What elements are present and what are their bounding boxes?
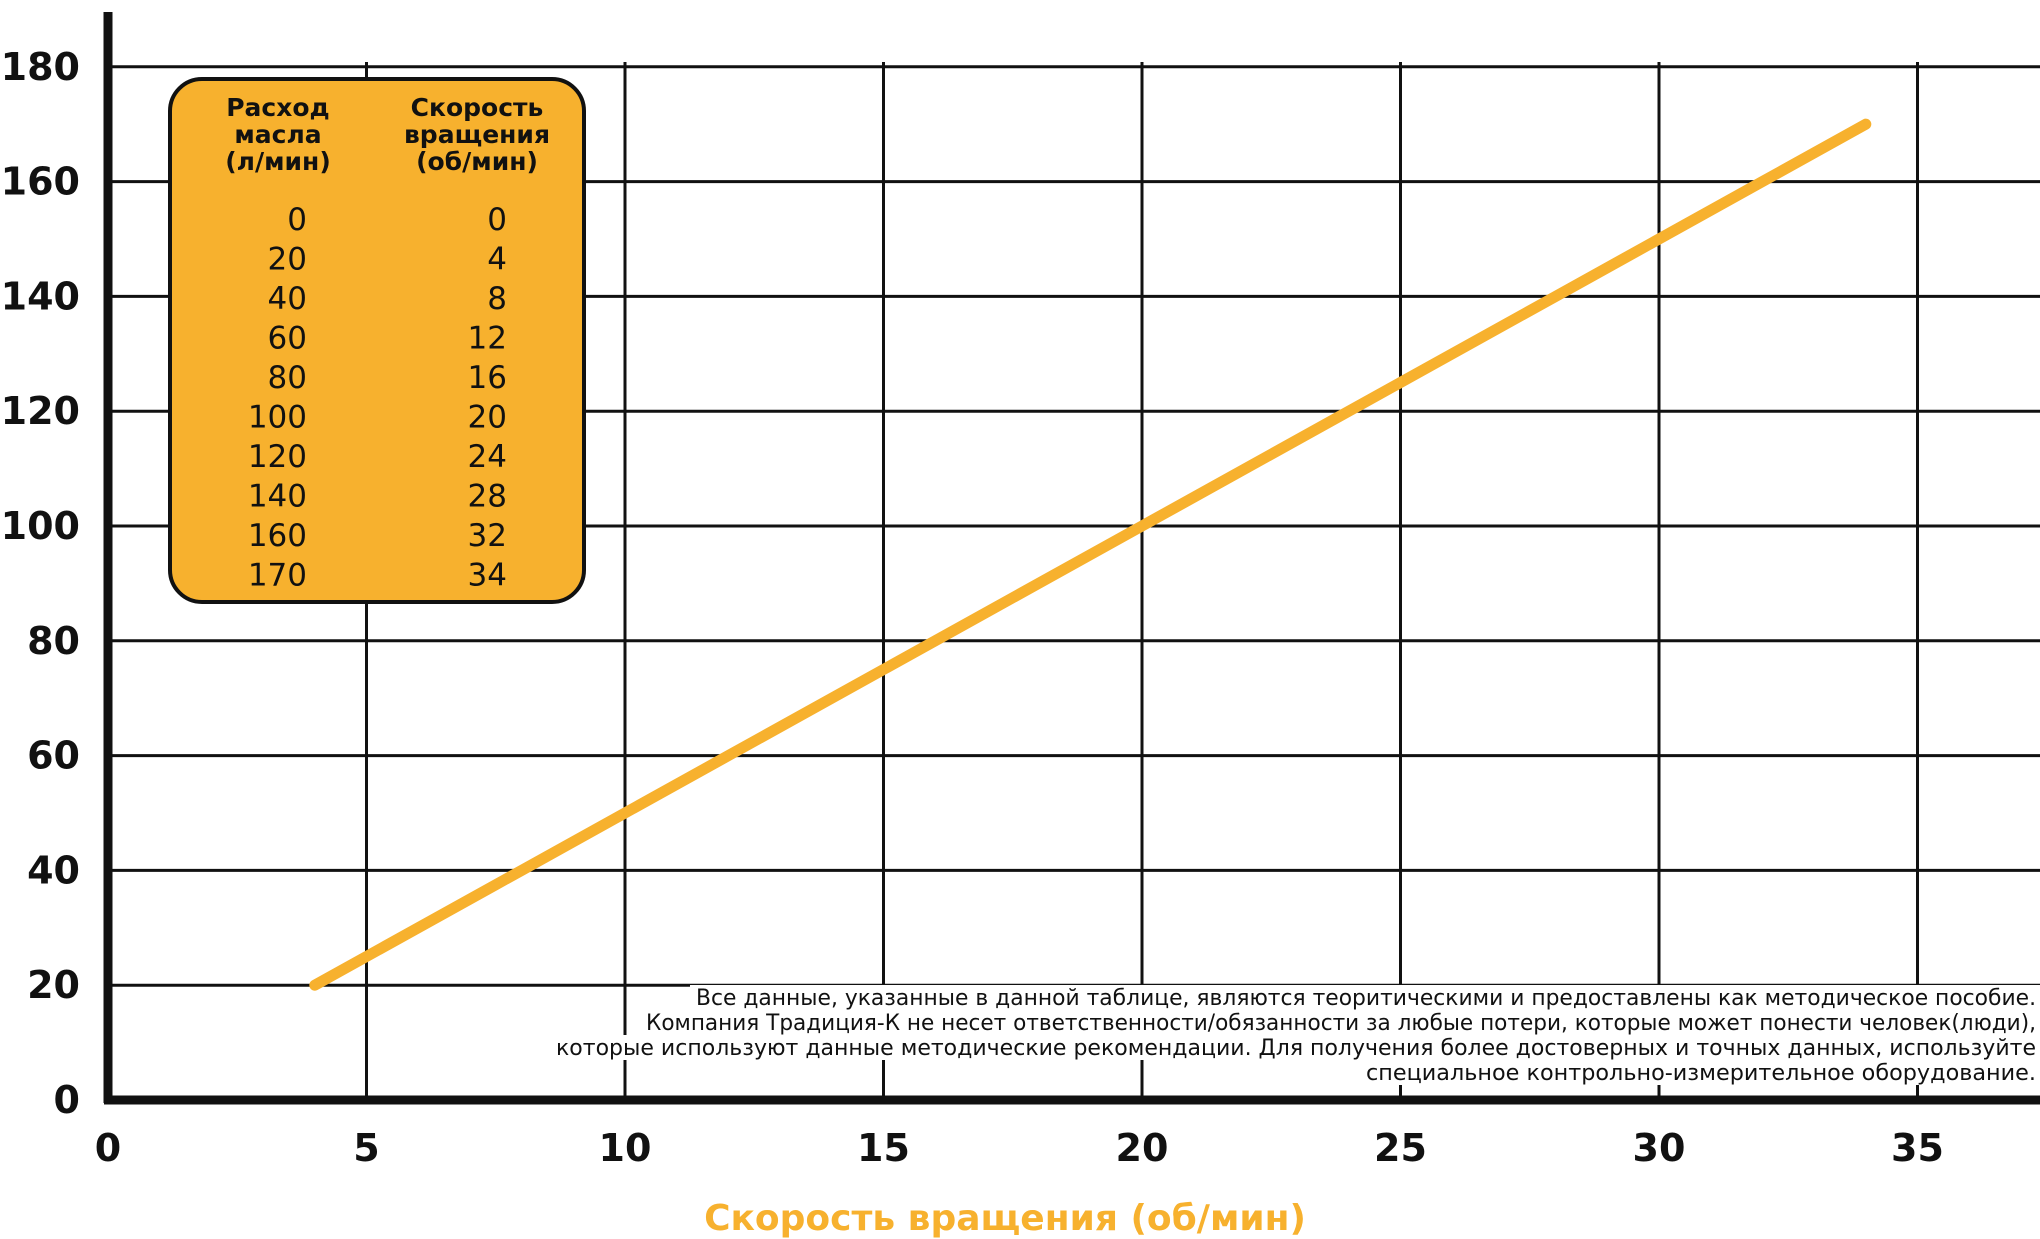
table-header: Скорость bbox=[411, 93, 544, 122]
table-header: (л/мин) bbox=[225, 147, 331, 176]
axes bbox=[103, 12, 2040, 1105]
y-tick-label: 100 bbox=[1, 504, 80, 548]
y-tick-label: 120 bbox=[1, 389, 80, 433]
table-cell: 28 bbox=[468, 479, 507, 515]
x-tick-label: 30 bbox=[1633, 1126, 1686, 1170]
y-tick-labels: 0 20 40 60 80 100 120 140 160 180 bbox=[1, 45, 80, 1122]
y-tick-label: 80 bbox=[27, 619, 80, 663]
x-tick-label: 10 bbox=[599, 1126, 652, 1170]
table-cell: 80 bbox=[268, 360, 307, 396]
x-tick-label: 5 bbox=[353, 1126, 379, 1170]
y-tick-label: 20 bbox=[27, 963, 80, 1007]
table-cell: 40 bbox=[268, 281, 307, 317]
x-tick-label: 35 bbox=[1891, 1126, 1944, 1170]
x-tick-label: 25 bbox=[1374, 1126, 1427, 1170]
table-header: Расход bbox=[226, 93, 330, 122]
y-tick-label: 180 bbox=[1, 45, 80, 89]
x-tick-label: 0 bbox=[95, 1126, 121, 1170]
x-axis-title: Скорость вращения (об/мин) bbox=[704, 1198, 1306, 1239]
y-tick-label: 160 bbox=[1, 160, 80, 204]
y-tick-label: 140 bbox=[1, 274, 80, 318]
y-tick-label: 0 bbox=[54, 1078, 80, 1122]
table-header: вращения bbox=[404, 120, 550, 149]
disclaimer-line: специальное контрольно-измерительное обо… bbox=[1366, 1061, 2036, 1086]
table-cell: 0 bbox=[287, 202, 307, 238]
disclaimer-line: которые используют данные методические р… bbox=[556, 1036, 2036, 1061]
table-cell: 8 bbox=[487, 281, 507, 317]
disclaimer-bg bbox=[690, 985, 2040, 1010]
x-tick-labels: 0 5 10 15 20 25 30 35 bbox=[95, 1126, 1944, 1170]
table-cell: 24 bbox=[468, 439, 507, 475]
x-tick-label: 20 bbox=[1116, 1126, 1169, 1170]
table-cell: 160 bbox=[248, 518, 307, 554]
table-cell: 34 bbox=[468, 558, 507, 594]
disclaimer: Все данные, указанные в данной таблице, … bbox=[550, 985, 2040, 1086]
series-layer bbox=[309, 118, 1872, 991]
table-cell: 12 bbox=[468, 321, 507, 357]
table-header: масла bbox=[234, 120, 321, 149]
y-tick-label: 60 bbox=[27, 734, 80, 778]
disclaimer-bg bbox=[640, 1010, 2040, 1035]
table-cell: 100 bbox=[248, 400, 307, 436]
table-cell: 60 bbox=[268, 321, 307, 357]
table-cell: 32 bbox=[468, 518, 507, 554]
table-cell: 120 bbox=[248, 439, 307, 475]
table-cell: 20 bbox=[268, 242, 307, 278]
table-cell: 16 bbox=[468, 360, 507, 396]
table-cell: 4 bbox=[487, 242, 507, 278]
disclaimer-line: Все данные, указанные в данной таблице, … bbox=[696, 986, 2036, 1011]
table-cell: 140 bbox=[248, 479, 307, 515]
table-cell: 20 bbox=[468, 400, 507, 436]
table-cell: 0 bbox=[487, 202, 507, 238]
disclaimer-bg bbox=[550, 1035, 2040, 1060]
disclaimer-bg bbox=[1360, 1060, 2040, 1085]
table-header: (об/мин) bbox=[416, 147, 538, 176]
table-cell: 170 bbox=[248, 558, 307, 594]
table-box bbox=[168, 77, 586, 604]
y-tick-label: 40 bbox=[27, 848, 80, 892]
disclaimer-line: Компания Традиция-К не несет ответственн… bbox=[646, 1011, 2036, 1036]
series-line bbox=[309, 118, 1872, 991]
x-tick-label: 15 bbox=[857, 1126, 910, 1170]
